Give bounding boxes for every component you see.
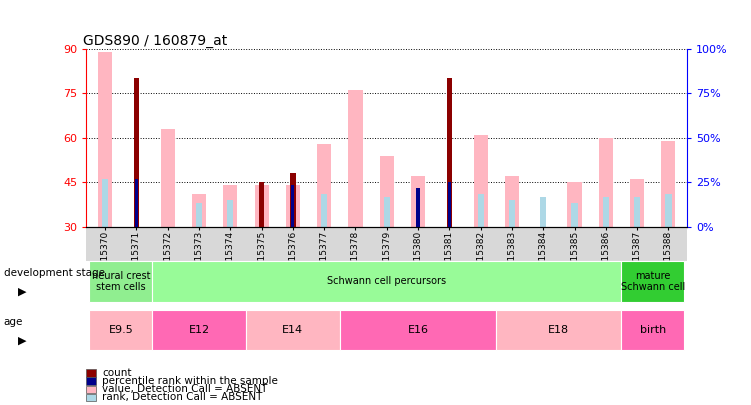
Bar — [478, 194, 484, 227]
Text: count: count — [102, 368, 131, 378]
Text: development stage: development stage — [4, 269, 104, 278]
Bar — [568, 182, 581, 227]
Bar — [98, 51, 112, 227]
Bar — [290, 197, 296, 227]
Text: E14: E14 — [282, 325, 303, 335]
Text: E16: E16 — [408, 325, 429, 335]
Bar — [447, 78, 452, 227]
Bar — [228, 200, 234, 227]
Bar — [474, 135, 487, 227]
Bar — [572, 203, 578, 227]
Bar — [384, 197, 390, 227]
Bar — [630, 179, 644, 227]
Bar — [196, 203, 202, 227]
Text: GDS890 / 160879_at: GDS890 / 160879_at — [83, 34, 228, 47]
Text: neural crest
stem cells: neural crest stem cells — [92, 271, 150, 292]
Bar — [634, 197, 640, 227]
Bar — [509, 200, 515, 227]
Text: percentile rank within the sample: percentile rank within the sample — [102, 376, 278, 386]
Bar — [223, 185, 237, 227]
Bar — [135, 179, 138, 227]
Text: rank, Detection Call = ABSENT: rank, Detection Call = ABSENT — [102, 392, 263, 402]
Bar — [286, 185, 300, 227]
Bar — [255, 185, 269, 227]
Text: Schwann cell percursors: Schwann cell percursors — [327, 277, 446, 286]
Bar — [505, 176, 519, 227]
Bar — [540, 197, 547, 227]
Bar — [417, 188, 420, 227]
Text: ▶: ▶ — [18, 335, 27, 345]
Bar — [134, 78, 139, 227]
Bar — [290, 173, 296, 227]
Text: birth: birth — [640, 325, 666, 335]
Bar — [317, 144, 331, 227]
Text: E9.5: E9.5 — [108, 325, 133, 335]
Text: E18: E18 — [548, 325, 569, 335]
Bar — [259, 182, 264, 227]
Bar — [411, 176, 425, 227]
Bar — [291, 185, 294, 227]
Bar — [161, 129, 175, 227]
Text: E12: E12 — [189, 325, 210, 335]
Bar — [321, 194, 327, 227]
Text: value, Detection Call = ABSENT: value, Detection Call = ABSENT — [102, 384, 267, 394]
Bar — [603, 197, 609, 227]
Text: ▶: ▶ — [18, 287, 27, 296]
Bar — [192, 194, 206, 227]
Text: age: age — [4, 317, 23, 327]
Bar — [599, 138, 613, 227]
Text: mature
Schwann cell: mature Schwann cell — [620, 271, 685, 292]
Bar — [102, 179, 108, 227]
Bar — [348, 90, 363, 227]
Bar — [665, 194, 671, 227]
Bar — [448, 182, 451, 227]
Bar — [662, 141, 675, 227]
Bar — [380, 156, 394, 227]
